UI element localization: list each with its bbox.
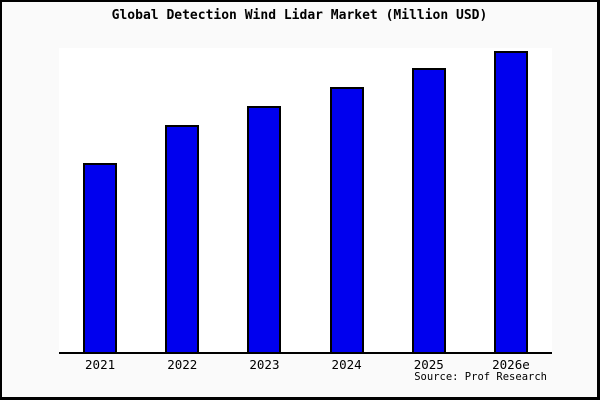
bar-slot-2024 xyxy=(306,48,388,352)
x-tick-2025: 2025 xyxy=(413,357,444,372)
bars-container xyxy=(59,48,552,352)
plot-area xyxy=(59,48,552,354)
bar-slot-2026e xyxy=(470,48,552,352)
x-tick-2024: 2024 xyxy=(331,357,362,372)
bar-2026e xyxy=(493,51,528,352)
x-tick-2023: 2023 xyxy=(249,357,280,372)
bar-2021 xyxy=(83,163,118,352)
bar-slot-2021 xyxy=(59,48,141,352)
bar-2022 xyxy=(165,125,200,352)
x-axis-labels: 2021 2022 2023 2024 2025 2026e xyxy=(59,357,552,372)
bar-slot-2022 xyxy=(141,48,223,352)
bar-2025 xyxy=(411,68,446,352)
x-tick-2021: 2021 xyxy=(85,357,116,372)
bar-2023 xyxy=(247,106,282,352)
bar-2024 xyxy=(329,87,364,352)
chart-title: Global Detection Wind Lidar Market (Mill… xyxy=(111,8,488,23)
x-tick-2022: 2022 xyxy=(167,357,198,372)
source-credit: Source: Prof Research xyxy=(414,371,547,383)
bar-slot-2023 xyxy=(223,48,305,352)
bar-slot-2025 xyxy=(388,48,470,352)
x-tick-2026e: 2026e xyxy=(492,357,530,372)
